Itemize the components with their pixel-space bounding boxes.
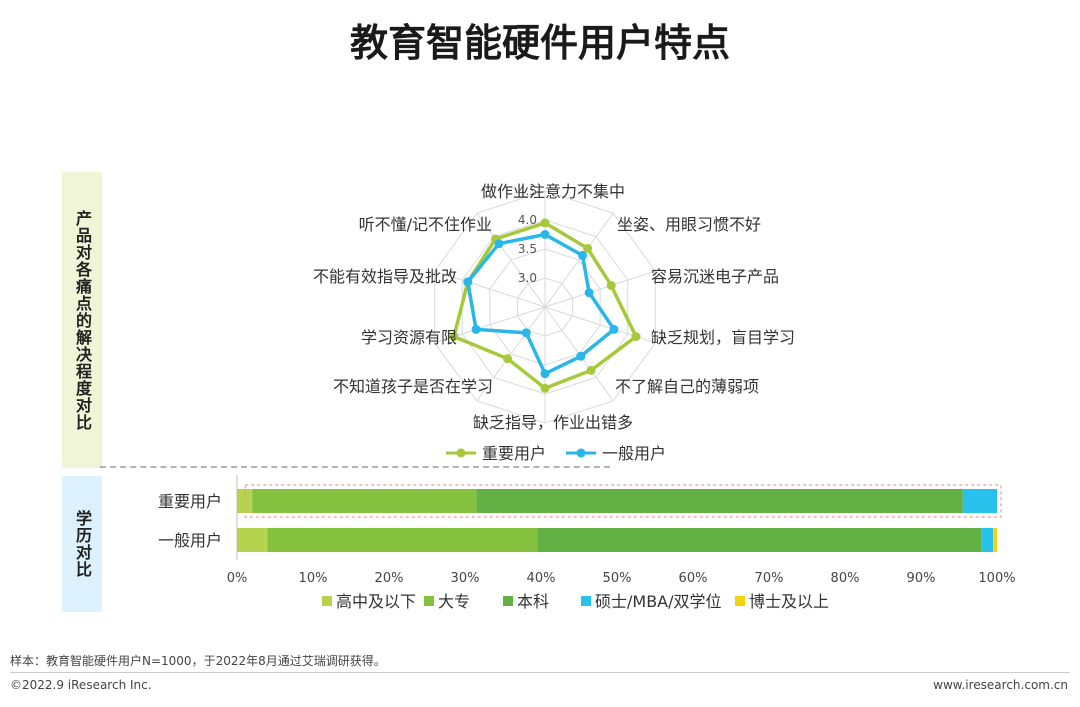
legend-label: 本科 [517, 592, 549, 611]
bar-tick-label: 10% [299, 571, 328, 586]
side-label-education: 学历对比 [62, 476, 102, 612]
bar-segment [267, 528, 538, 552]
legend-swatch [503, 596, 513, 606]
radar-spoke [544, 212, 614, 308]
radar-point [521, 328, 531, 338]
legend-label: 硕士/MBA/双学位 [595, 592, 722, 611]
radar-point [584, 288, 594, 298]
radar-axis-label: 学习资源有限 [361, 328, 457, 347]
radar-point [583, 243, 593, 253]
radar-point [540, 230, 550, 239]
radar-axis-label: 容易沉迷电子产品 [651, 267, 779, 286]
legend-label: 大专 [438, 592, 470, 611]
radar-spoke [476, 212, 546, 308]
legend-label: 博士及以上 [749, 592, 829, 611]
bar-tick-label: 50% [603, 571, 632, 586]
bar-segment [237, 528, 268, 552]
radar-point [606, 280, 616, 290]
bar-tick-label: 60% [679, 571, 708, 586]
radar-tick-label: 3.0 [518, 271, 537, 285]
legend-swatch [424, 596, 434, 606]
radar-axis-labels: 做作业注意力不集中坐姿、用眼习惯不好容易沉迷电子产品缺乏规划，盲目学习不了解自己… [313, 182, 795, 432]
bar-segment [537, 528, 982, 552]
radar-point [494, 239, 504, 249]
bar-segment [993, 528, 997, 552]
highlight-box [244, 484, 1002, 518]
legend-label: 一般用户 [602, 444, 666, 463]
radar-legend: 重要用户 一般用户 [446, 444, 666, 463]
radar-point [540, 383, 550, 393]
bar-tick-label: 100% [978, 571, 1015, 586]
radar-point [463, 277, 473, 287]
legend-marker [456, 448, 466, 458]
radar-axis-label: 不了解自己的薄弱项 [615, 377, 759, 396]
bar-segment [252, 489, 477, 513]
bar-category-label: 重要用户 [158, 492, 222, 511]
bar-legend: 高中及以下 大专 本科 硕士/MBA/双学位 博士及以上 [322, 592, 829, 611]
copyright: ©2022.9 iResearch Inc. [10, 678, 152, 692]
radar-point [502, 354, 512, 364]
legend-swatch [322, 596, 332, 606]
bar-tick-label: 90% [907, 571, 936, 586]
radar-tick-label: 3.5 [518, 242, 537, 256]
bar-segment [962, 489, 997, 513]
side-label-pain-points: 产品对各痛点的解决程度对比 [62, 172, 102, 468]
radar-spoke [476, 306, 546, 402]
footer-divider [10, 672, 1070, 673]
radar-tick-labels: 3.0 3.5 4.0 4.5 [518, 184, 537, 285]
radar-point [578, 250, 588, 260]
radar-axis-label: 做作业注意力不集中 [481, 182, 625, 201]
bar-tick-label: 80% [831, 571, 860, 586]
radar-axis-label: 缺乏指导，作业出错多 [473, 413, 633, 432]
radar-spoke [434, 270, 546, 308]
bar-segment [981, 528, 994, 552]
bar-tick-label: 30% [451, 571, 480, 586]
legend-swatch [735, 596, 745, 606]
bar-tick-label: 0% [227, 571, 248, 586]
radar-axis-label: 坐姿、用眼习惯不好 [617, 215, 761, 234]
bar-tick-label: 40% [527, 571, 556, 586]
radar-axis-label: 缺乏规划，盲目学习 [651, 328, 795, 347]
radar-spoke [544, 270, 656, 308]
bar-category-label: 一般用户 [158, 531, 222, 550]
radar-point [576, 351, 586, 361]
radar-tick-label: 4.5 [518, 184, 537, 198]
radar-point [471, 324, 481, 334]
bar-segment [476, 489, 963, 513]
radar-axis-label: 不知道孩子是否在学习 [333, 377, 493, 396]
legend-swatch [581, 596, 591, 606]
radar-point [540, 369, 550, 379]
radar-series [449, 218, 641, 393]
legend-label: 高中及以下 [336, 592, 416, 611]
website: www.iresearch.com.cn [933, 678, 1068, 692]
bar-segment [237, 489, 253, 513]
radar-point [586, 365, 596, 375]
bar-tick-label: 20% [375, 571, 404, 586]
radar-point [609, 324, 619, 334]
bar-tick-label: 70% [755, 571, 784, 586]
section-divider [100, 466, 610, 468]
radar-point [540, 218, 550, 228]
legend-marker [576, 448, 586, 458]
radar-tick-label: 4.0 [518, 213, 537, 227]
radar-point [631, 332, 641, 342]
legend-label: 重要用户 [482, 444, 546, 463]
page-title: 教育智能硬件用户特点 [349, 21, 730, 65]
radar-axis-label: 不能有效指导及批改 [313, 267, 457, 286]
sample-note: 样本：教育智能硬件用户N=1000，于2022年8月通过艾瑞调研获得。 [10, 654, 386, 668]
radar-axis-label: 听不懂/记不住作业 [359, 215, 492, 234]
radar-point [449, 332, 459, 342]
